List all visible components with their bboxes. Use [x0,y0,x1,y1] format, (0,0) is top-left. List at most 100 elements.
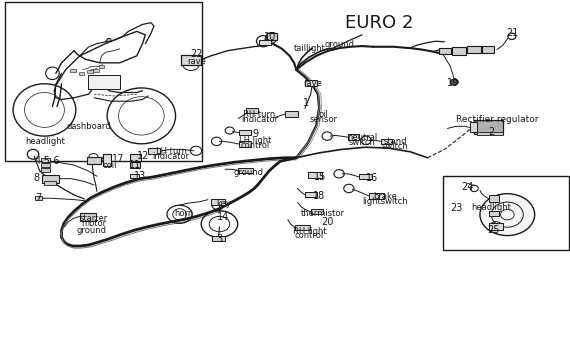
Text: control: control [240,141,270,150]
Bar [99,65,104,68]
Text: 21: 21 [506,28,519,38]
Bar [452,47,466,55]
Text: 18: 18 [312,191,325,201]
Text: 4-5-6: 4-5-6 [34,156,60,165]
Bar [211,199,225,205]
Text: rave: rave [303,79,323,88]
Text: indicator: indicator [241,115,278,124]
Text: key: key [217,199,231,208]
Text: indicator: indicator [152,152,190,161]
Bar [238,168,253,173]
Bar [470,122,477,132]
Bar [148,148,160,154]
Text: 8: 8 [33,173,39,183]
Text: 19: 19 [447,78,459,88]
Text: Rectifier regulator: Rectifier regulator [457,115,539,124]
Bar [348,134,359,140]
Text: sensor: sensor [310,114,338,124]
Bar [305,80,317,86]
Text: 25: 25 [487,225,500,235]
Text: 9: 9 [253,129,259,139]
Text: EURO 2: EURO 2 [345,14,413,32]
Bar [482,46,494,53]
Bar [489,223,503,230]
Bar [239,141,251,147]
Text: 12: 12 [137,151,150,161]
Text: 22: 22 [190,49,203,59]
Text: stand: stand [383,137,407,146]
Text: switch: switch [348,138,376,147]
Text: 13: 13 [133,171,146,180]
Bar [35,196,42,200]
Bar [259,40,271,45]
Text: LH turn: LH turn [156,147,186,156]
Text: 3: 3 [217,234,222,244]
Text: headlight: headlight [471,203,511,212]
Text: ground: ground [77,226,107,235]
Text: starter: starter [79,214,108,223]
Bar [87,157,101,164]
Bar [42,174,59,183]
Text: oil: oil [319,110,329,119]
Text: ground: ground [325,40,355,49]
Text: 2: 2 [488,127,494,137]
Text: RH turn: RH turn [243,110,275,119]
Bar [474,120,503,134]
Bar [285,111,298,117]
Text: 24: 24 [461,182,474,192]
Bar [308,172,322,178]
Bar [41,168,50,172]
Bar [70,69,76,72]
Bar [489,195,499,202]
Bar [5,2,202,161]
Bar [239,130,251,135]
Bar [130,174,139,178]
Bar [93,69,99,72]
Bar [295,225,310,230]
Text: control: control [295,231,324,240]
Text: 23: 23 [450,203,462,213]
Text: switch: switch [381,142,409,151]
Bar [87,70,93,73]
Text: 1: 1 [303,98,308,108]
Bar [103,154,111,166]
Text: LH light: LH light [239,136,271,146]
Text: 10: 10 [263,32,276,42]
Text: 15: 15 [314,172,327,181]
Bar [305,192,317,197]
Bar [467,46,481,53]
Text: 14: 14 [217,212,230,222]
Bar [311,209,323,214]
Bar [267,33,277,40]
Bar [130,162,140,168]
Bar [439,48,451,54]
Text: coil: coil [103,161,117,170]
Bar [41,158,50,162]
Bar [246,108,258,113]
Bar [443,176,569,250]
Bar [130,154,141,161]
Bar [212,236,225,241]
Bar [477,132,503,135]
Text: motor: motor [81,219,106,228]
Bar [381,139,392,144]
Bar [44,181,56,185]
Bar [369,193,384,199]
Text: 7: 7 [35,193,42,203]
Ellipse shape [182,57,200,70]
Bar [80,213,96,221]
Ellipse shape [480,194,535,236]
Bar [88,75,120,89]
Text: lightswitch: lightswitch [362,197,408,206]
Text: RH light: RH light [293,227,326,236]
Text: thermistor: thermistor [301,209,345,218]
Bar [359,174,372,179]
Text: horn: horn [174,209,193,218]
Bar [181,55,201,65]
Bar [41,163,50,167]
Text: brake: brake [373,192,397,201]
Bar [79,72,84,75]
Text: 16: 16 [366,173,378,183]
Text: ground: ground [234,168,263,177]
Text: 11: 11 [129,160,141,170]
